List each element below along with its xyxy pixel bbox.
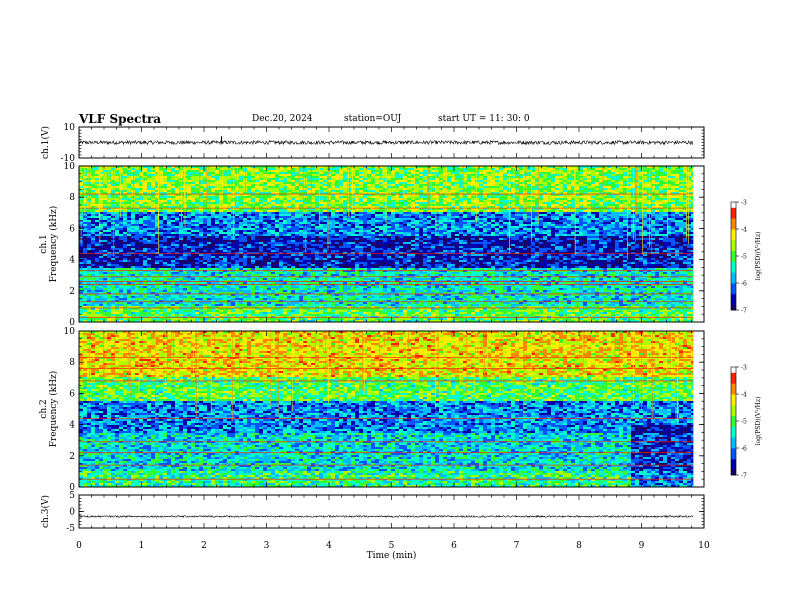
xtick-label: 5 [389, 541, 395, 551]
ch2-spectrogram-colorbar-cell [731, 367, 736, 369]
ch2-spectrogram-ytick-label: 6 [69, 389, 75, 399]
ch1-waveform-trace [79, 141, 693, 145]
ch2-spectrogram-ylabel-freq: Frequency (kHz) [48, 371, 59, 448]
ch1-waveform-ytick-label: 10 [64, 123, 76, 133]
ch1-spectrogram-ytick-label: 6 [69, 224, 75, 234]
ch1-spectrogram-colorbar-tick-label: -4 [741, 227, 747, 234]
xtick-label: 6 [451, 541, 457, 551]
ch3-waveform-trace [79, 516, 693, 518]
ch2-spectrogram-colorbar-tick-label: -3 [741, 365, 747, 372]
ch2-spectrogram-ytick-label: 10 [64, 327, 76, 337]
ch2-spectrogram-colorbar-tick-label: -4 [741, 392, 747, 399]
xtick-label: 8 [576, 541, 582, 551]
ch2-spectrogram-colorbar-tick-label: -6 [741, 446, 747, 453]
xtick-label: 9 [639, 541, 645, 551]
xaxis-label: Time (min) [367, 550, 417, 561]
ch2-spectrogram-colorbar-label: log(PSD)(V²/Hz) [755, 397, 762, 446]
ch1-spectrogram-ytick-label: 8 [69, 193, 75, 203]
ch3-waveform-ytick-label: -5 [66, 524, 75, 534]
ch1-spectrogram-colorbar-label: log(PSD)(V²/Hz) [755, 232, 762, 281]
ch3-waveform-ytick-label: 5 [69, 491, 75, 501]
ch1-spectrogram-colorbar-tick-label: -5 [741, 254, 747, 261]
ch1-spectrogram-ylabel-channel: ch.1 [39, 234, 49, 253]
ch1-spectrogram-ytick-label: 4 [69, 256, 75, 266]
ch1-spectrogram-colorbar-cell [731, 202, 736, 204]
ch2-spectrogram-ytick-label: 2 [69, 452, 75, 462]
ch1-spectrogram-colorbar-tick-label: -7 [741, 308, 747, 315]
ch2-spectrogram-image [79, 331, 694, 487]
xtick-label: 3 [264, 541, 270, 551]
ch3-waveform-ylabel: ch.3(V) [40, 495, 51, 528]
xtick-label: 4 [326, 541, 332, 551]
ch2-spectrogram-ytick-label: 4 [69, 421, 75, 431]
ch2-spectrogram-ytick-label: 8 [69, 358, 75, 368]
ch1-spectrogram-ytick-label: 10 [64, 162, 76, 172]
ch1-spectrogram-colorbar-tick-label: -6 [741, 281, 747, 288]
ch1-waveform-ylabel: ch.1(V) [40, 126, 51, 159]
ch3-waveform-ytick-label: 0 [69, 508, 75, 518]
xtick-label: 7 [514, 541, 520, 551]
ch2-spectrogram-colorbar-tick-label: -7 [741, 473, 747, 480]
ch1-spectrogram-colorbar-tick-label: -3 [741, 200, 747, 207]
xtick-label: 2 [201, 541, 207, 551]
xtick-label: 10 [698, 541, 710, 551]
ch2-spectrogram-colorbar-tick-label: -5 [741, 419, 747, 426]
xtick-label: 1 [139, 541, 145, 551]
xtick-label: 0 [76, 541, 82, 551]
ch1-spectrogram-ylabel-freq: Frequency (kHz) [48, 206, 59, 283]
ch2-spectrogram-ylabel-channel: ch.2 [39, 399, 49, 418]
ch1-spectrogram-ytick-label: 2 [69, 287, 75, 297]
